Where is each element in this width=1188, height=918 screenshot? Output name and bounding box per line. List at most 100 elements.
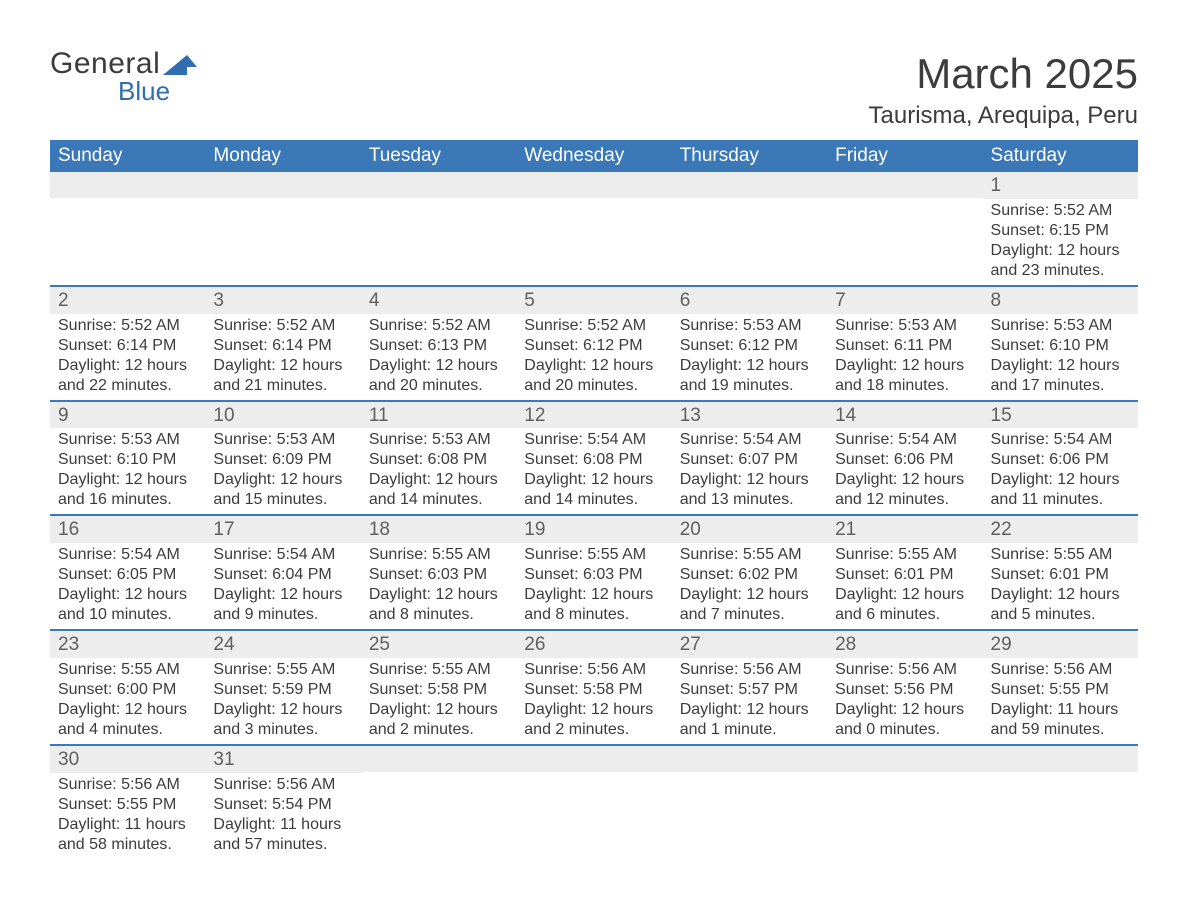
day-data-cell	[827, 199, 982, 286]
calendar-body: 1Sunrise: 5:52 AMSunset: 6:15 PMDaylight…	[50, 172, 1138, 859]
empty-day	[361, 746, 516, 772]
sunset-line: Sunset: 6:07 PM	[680, 450, 819, 470]
day-number-cell: 1	[983, 172, 1138, 199]
sunrise-line: Sunrise: 5:56 AM	[213, 775, 352, 795]
day-number-cell: 12	[516, 401, 671, 429]
day-number: 30	[50, 746, 205, 773]
day-number: 11	[361, 402, 516, 429]
day-data-cell	[983, 773, 1138, 859]
sunrise-line: Sunrise: 5:52 AM	[524, 316, 663, 336]
sunrise-line: Sunrise: 5:55 AM	[991, 545, 1130, 565]
empty-day	[672, 746, 827, 772]
sunrise-line: Sunrise: 5:54 AM	[213, 545, 352, 565]
day-data: Sunrise: 5:52 AMSunset: 6:14 PMDaylight:…	[205, 314, 360, 400]
sunrise-line: Sunrise: 5:52 AM	[58, 316, 197, 336]
day-number-cell	[672, 172, 827, 199]
day-data-cell: Sunrise: 5:55 AMSunset: 6:03 PMDaylight:…	[516, 543, 671, 630]
sunset-line: Sunset: 6:01 PM	[835, 565, 974, 585]
daylight-line: Daylight: 12 hours and 8 minutes.	[369, 585, 508, 625]
day-data: Sunrise: 5:54 AMSunset: 6:07 PMDaylight:…	[672, 428, 827, 514]
daylight-line: Daylight: 12 hours and 1 minute.	[680, 700, 819, 740]
day-number-cell	[516, 745, 671, 773]
day-data-cell: Sunrise: 5:54 AMSunset: 6:07 PMDaylight:…	[672, 428, 827, 515]
daylight-line: Daylight: 12 hours and 7 minutes.	[680, 585, 819, 625]
sunset-line: Sunset: 5:56 PM	[835, 680, 974, 700]
location: Taurisma, Arequipa, Peru	[869, 102, 1138, 130]
sunrise-line: Sunrise: 5:55 AM	[524, 545, 663, 565]
weekday-header: Friday	[827, 140, 982, 172]
day-number-cell: 25	[361, 630, 516, 658]
day-number: 21	[827, 516, 982, 543]
week-data-row: Sunrise: 5:53 AMSunset: 6:10 PMDaylight:…	[50, 428, 1138, 515]
day-data-cell: Sunrise: 5:54 AMSunset: 6:06 PMDaylight:…	[827, 428, 982, 515]
sunrise-line: Sunrise: 5:55 AM	[369, 660, 508, 680]
sunrise-line: Sunrise: 5:53 AM	[835, 316, 974, 336]
day-data-cell	[361, 773, 516, 859]
day-number: 12	[516, 402, 671, 429]
day-data: Sunrise: 5:52 AMSunset: 6:13 PMDaylight:…	[361, 314, 516, 400]
sunset-line: Sunset: 6:03 PM	[369, 565, 508, 585]
day-data: Sunrise: 5:53 AMSunset: 6:11 PMDaylight:…	[827, 314, 982, 400]
sunrise-line: Sunrise: 5:55 AM	[680, 545, 819, 565]
sunrise-line: Sunrise: 5:56 AM	[58, 775, 197, 795]
daylight-line: Daylight: 12 hours and 3 minutes.	[213, 700, 352, 740]
sunrise-line: Sunrise: 5:54 AM	[524, 430, 663, 450]
day-data: Sunrise: 5:55 AMSunset: 5:58 PMDaylight:…	[361, 658, 516, 744]
daylight-line: Daylight: 12 hours and 2 minutes.	[369, 700, 508, 740]
empty-day	[672, 172, 827, 198]
sunset-line: Sunset: 6:05 PM	[58, 565, 197, 585]
sunset-line: Sunset: 6:12 PM	[524, 336, 663, 356]
day-number-cell: 21	[827, 515, 982, 543]
day-data: Sunrise: 5:55 AMSunset: 6:02 PMDaylight:…	[672, 543, 827, 629]
day-data-cell: Sunrise: 5:53 AMSunset: 6:11 PMDaylight:…	[827, 314, 982, 401]
daylight-line: Daylight: 12 hours and 0 minutes.	[835, 700, 974, 740]
day-number-cell: 31	[205, 745, 360, 773]
daylight-line: Daylight: 12 hours and 20 minutes.	[524, 356, 663, 396]
day-data-cell	[672, 199, 827, 286]
sunrise-line: Sunrise: 5:52 AM	[991, 201, 1130, 221]
day-data-cell: Sunrise: 5:54 AMSunset: 6:06 PMDaylight:…	[983, 428, 1138, 515]
day-number-cell: 24	[205, 630, 360, 658]
sunset-line: Sunset: 6:12 PM	[680, 336, 819, 356]
weekday-header-row: SundayMondayTuesdayWednesdayThursdayFrid…	[50, 140, 1138, 172]
day-data: Sunrise: 5:54 AMSunset: 6:04 PMDaylight:…	[205, 543, 360, 629]
day-data-cell: Sunrise: 5:55 AMSunset: 5:59 PMDaylight:…	[205, 658, 360, 745]
day-data: Sunrise: 5:54 AMSunset: 6:05 PMDaylight:…	[50, 543, 205, 629]
day-data: Sunrise: 5:56 AMSunset: 5:54 PMDaylight:…	[205, 773, 360, 859]
day-number: 31	[205, 746, 360, 773]
daylight-line: Daylight: 12 hours and 16 minutes.	[58, 470, 197, 510]
day-data: Sunrise: 5:52 AMSunset: 6:12 PMDaylight:…	[516, 314, 671, 400]
day-data-cell: Sunrise: 5:56 AMSunset: 5:57 PMDaylight:…	[672, 658, 827, 745]
sunset-line: Sunset: 6:15 PM	[991, 221, 1130, 241]
sunset-line: Sunset: 5:58 PM	[369, 680, 508, 700]
daylight-line: Daylight: 11 hours and 57 minutes.	[213, 815, 352, 855]
day-data-cell: Sunrise: 5:52 AMSunset: 6:15 PMDaylight:…	[983, 199, 1138, 286]
day-number: 28	[827, 631, 982, 658]
day-data-cell	[50, 199, 205, 286]
day-data: Sunrise: 5:53 AMSunset: 6:09 PMDaylight:…	[205, 428, 360, 514]
day-data-cell: Sunrise: 5:52 AMSunset: 6:14 PMDaylight:…	[205, 314, 360, 401]
sunset-line: Sunset: 5:55 PM	[991, 680, 1130, 700]
day-data-cell: Sunrise: 5:55 AMSunset: 6:03 PMDaylight:…	[361, 543, 516, 630]
day-data-cell: Sunrise: 5:54 AMSunset: 6:08 PMDaylight:…	[516, 428, 671, 515]
day-data: Sunrise: 5:55 AMSunset: 6:00 PMDaylight:…	[50, 658, 205, 744]
day-data-cell: Sunrise: 5:55 AMSunset: 6:01 PMDaylight:…	[983, 543, 1138, 630]
day-number-cell: 17	[205, 515, 360, 543]
sunrise-line: Sunrise: 5:54 AM	[835, 430, 974, 450]
day-number-cell	[983, 745, 1138, 773]
day-data-cell	[672, 773, 827, 859]
sunrise-line: Sunrise: 5:56 AM	[680, 660, 819, 680]
day-number: 22	[983, 516, 1138, 543]
day-number: 15	[983, 402, 1138, 429]
day-number: 24	[205, 631, 360, 658]
day-data-cell	[516, 199, 671, 286]
day-number: 26	[516, 631, 671, 658]
day-data-cell: Sunrise: 5:53 AMSunset: 6:10 PMDaylight:…	[50, 428, 205, 515]
day-number-cell: 5	[516, 286, 671, 314]
day-number-cell	[361, 172, 516, 199]
sunset-line: Sunset: 6:00 PM	[58, 680, 197, 700]
day-data-cell: Sunrise: 5:52 AMSunset: 6:12 PMDaylight:…	[516, 314, 671, 401]
day-number: 3	[205, 287, 360, 314]
sunrise-line: Sunrise: 5:56 AM	[524, 660, 663, 680]
sunset-line: Sunset: 6:06 PM	[835, 450, 974, 470]
